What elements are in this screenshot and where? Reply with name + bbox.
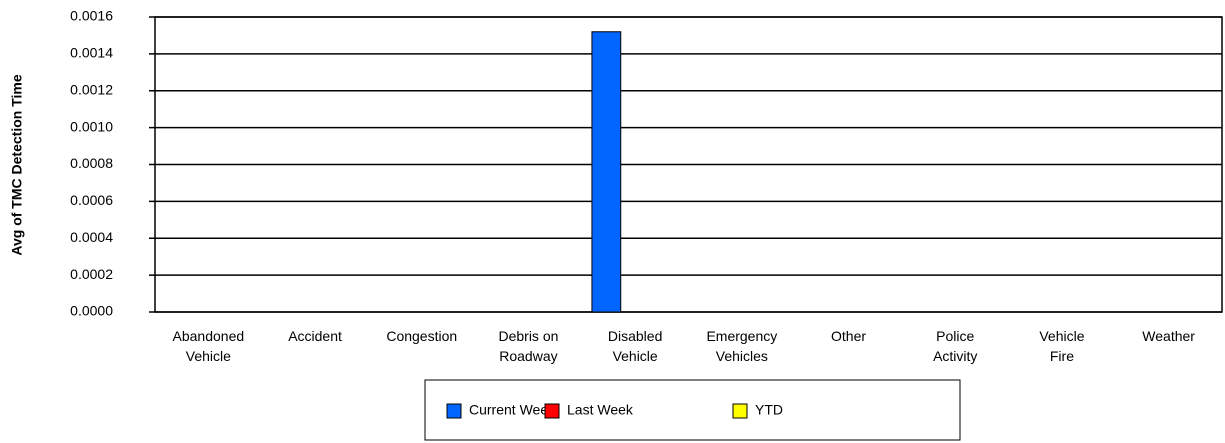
x-tick-label: Disabled Vehicle — [607, 328, 663, 364]
legend-swatch — [544, 403, 560, 419]
y-tick-label: 0.0004 — [70, 229, 113, 245]
x-tick-label: Accident — [288, 328, 342, 344]
legend-swatch — [446, 403, 462, 419]
y-tick-label: 0.0016 — [70, 8, 113, 24]
y-tick-label: 0.0002 — [70, 266, 113, 282]
y-tick-label: 0.0010 — [70, 118, 113, 134]
legend-label: Current Week — [469, 402, 556, 418]
y-tick-label: 0.0008 — [70, 155, 113, 171]
x-tick-label: Emergency Vehicles — [706, 328, 778, 364]
y-tick-label: 0.0000 — [70, 303, 113, 319]
x-tick-label: Abandoned Vehicle — [172, 328, 245, 364]
bar — [591, 31, 622, 313]
x-tick-label: Congestion — [386, 328, 458, 344]
x-tick-label: Weather — [1142, 328, 1195, 344]
legend-swatch — [732, 403, 748, 419]
y-tick-label: 0.0014 — [70, 45, 113, 61]
x-tick-label: Vehicle Fire — [1039, 328, 1085, 364]
legend-box — [424, 379, 961, 441]
y-tick-label: 0.0012 — [70, 81, 113, 97]
x-tick-label: Police Activity — [933, 328, 978, 364]
y-axis-title: Avg of TMC Detection Time — [9, 74, 25, 255]
legend-label: YTD — [755, 402, 783, 418]
x-tick-label: Debris on Roadway — [498, 328, 559, 364]
x-tick-label: Other — [831, 328, 867, 344]
legend-label: Last Week — [567, 402, 634, 418]
y-tick-label: 0.0006 — [70, 192, 113, 208]
